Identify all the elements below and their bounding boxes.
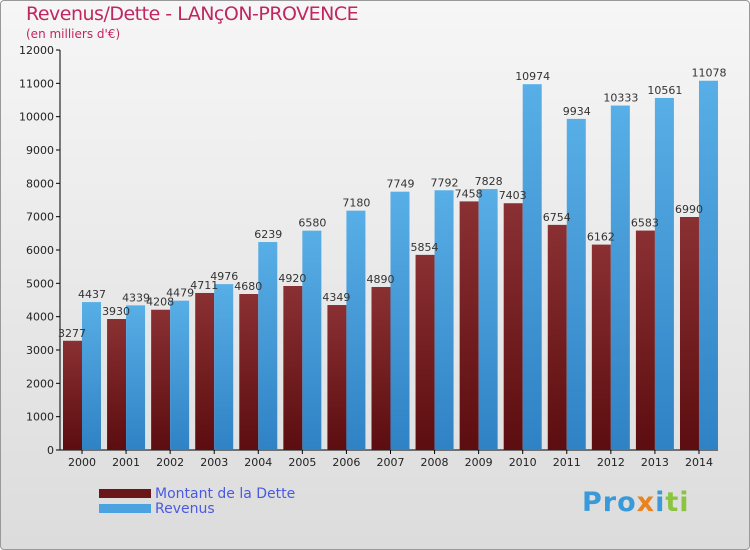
y-tick-label: 2000 (26, 377, 54, 390)
data-label-debt: 7458 (455, 187, 483, 200)
bar-revenue-2009 (478, 189, 498, 451)
data-label-revenue: 4976 (210, 270, 238, 283)
data-label-debt: 4890 (366, 273, 394, 286)
data-label-revenue: 7792 (431, 176, 459, 189)
bar-revenue-2000 (82, 302, 101, 450)
x-tick-label: 2002 (156, 456, 184, 469)
bar-debt-2007 (371, 287, 391, 450)
x-tick-label: 2006 (332, 456, 360, 469)
x-tick-label: 2001 (112, 456, 140, 469)
y-tick-label: 0 (47, 444, 54, 457)
data-label-revenue: 7828 (475, 175, 503, 188)
bar-debt-2002 (151, 309, 171, 450)
y-tick-label: 5000 (26, 277, 54, 290)
bar-revenue-2002 (170, 300, 190, 450)
y-tick-label: 9000 (26, 144, 54, 157)
x-tick-label: 2000 (68, 456, 96, 469)
bar-debt-2004 (239, 294, 259, 450)
data-label-revenue: 7180 (342, 197, 370, 210)
bar-revenue-2011 (566, 118, 586, 450)
x-tick-label: 2010 (509, 456, 537, 469)
data-label-debt: 6162 (587, 231, 615, 244)
bar-revenue-2004 (258, 242, 278, 450)
bar-debt-2012 (591, 244, 611, 450)
bar-debt-2009 (459, 201, 479, 450)
data-label-debt: 5854 (411, 241, 439, 254)
bar-revenue-2014 (698, 80, 718, 450)
bar-revenue-2008 (434, 190, 454, 450)
data-label-revenue: 4339 (122, 291, 150, 304)
bar-debt-2014 (679, 217, 699, 450)
bar-debt-2000 (63, 340, 82, 450)
data-label-revenue: 10333 (603, 92, 638, 105)
y-tick-label: 4000 (26, 311, 54, 324)
y-tick-label: 11000 (19, 77, 54, 90)
x-tick-label: 2007 (376, 456, 404, 469)
bar-revenue-2012 (610, 105, 630, 451)
x-tick-label: 2012 (597, 456, 625, 469)
x-tick-label: 2008 (421, 456, 449, 469)
bar-revenue-2013 (654, 97, 674, 450)
y-tick-label: 6000 (26, 244, 54, 257)
data-label-revenue: 9934 (563, 105, 591, 118)
chart-subtitle: (en milliers d'€) (26, 27, 121, 41)
x-tick-label: 2009 (465, 456, 493, 469)
bar-revenue-2010 (522, 84, 542, 450)
legend-item-revenue: Revenus (99, 501, 215, 517)
y-tick-label: 3000 (26, 344, 54, 357)
data-label-revenue: 10561 (647, 84, 682, 97)
bar-debt-2005 (283, 286, 303, 450)
bar-debt-2001 (107, 319, 127, 450)
y-tick-label: 7000 (26, 211, 54, 224)
data-label-revenue: 11078 (691, 67, 726, 80)
bar-debt-2006 (327, 305, 347, 450)
data-label-debt: 4208 (146, 296, 174, 309)
data-label-revenue: 6580 (298, 217, 326, 230)
data-label-debt: 6754 (543, 211, 571, 224)
bar-debt-2013 (635, 230, 655, 450)
bar-debt-2003 (195, 292, 215, 450)
legend-item-debt: Montant de la Dette (99, 486, 296, 502)
bar-revenue-2005 (302, 230, 322, 450)
x-tick-label: 2004 (244, 456, 272, 469)
bar-debt-2008 (415, 254, 435, 450)
data-label-debt: 3277 (58, 327, 86, 340)
data-label-revenue: 7749 (386, 178, 414, 191)
legend-swatch-debt (99, 489, 151, 498)
y-tick-label: 10000 (19, 111, 54, 124)
x-tick-label: 2003 (200, 456, 228, 469)
x-tick-label: 2011 (553, 456, 581, 469)
data-label-debt: 4349 (322, 291, 350, 304)
x-tick-label: 2013 (641, 456, 669, 469)
y-tick-label: 12000 (19, 44, 54, 57)
data-label-debt: 4680 (234, 280, 262, 293)
bar-revenue-2007 (390, 191, 410, 450)
bar-debt-2010 (503, 203, 523, 450)
data-label-debt: 7403 (499, 189, 527, 202)
bar-debt-2011 (547, 224, 567, 450)
data-label-revenue: 6239 (254, 228, 282, 241)
data-label-debt: 4920 (278, 272, 306, 285)
proxiti-logo: Proxiti (582, 487, 690, 518)
y-tick-label: 8000 (26, 177, 54, 190)
legend-swatch-revenue (99, 504, 151, 513)
legend-label-revenue: Revenus (155, 501, 215, 517)
data-label-debt: 6990 (675, 203, 703, 216)
data-label-revenue: 10974 (515, 70, 550, 83)
y-tick-label: 1000 (26, 411, 54, 424)
bar-revenue-2003 (214, 284, 234, 450)
data-label-revenue: 4437 (78, 288, 106, 301)
x-tick-label: 2005 (288, 456, 316, 469)
x-tick-label: 2014 (685, 456, 713, 469)
data-label-revenue: 4479 (166, 287, 194, 300)
bar-revenue-2006 (346, 210, 366, 450)
bar-revenue-2001 (126, 305, 146, 450)
legend-label-debt: Montant de la Dette (155, 486, 296, 502)
data-label-debt: 4711 (190, 279, 218, 292)
data-label-debt: 3930 (102, 305, 130, 318)
chart-title: Revenus/Dette - LANçON-PROVENCE (26, 3, 359, 25)
data-label-debt: 6583 (631, 217, 659, 230)
